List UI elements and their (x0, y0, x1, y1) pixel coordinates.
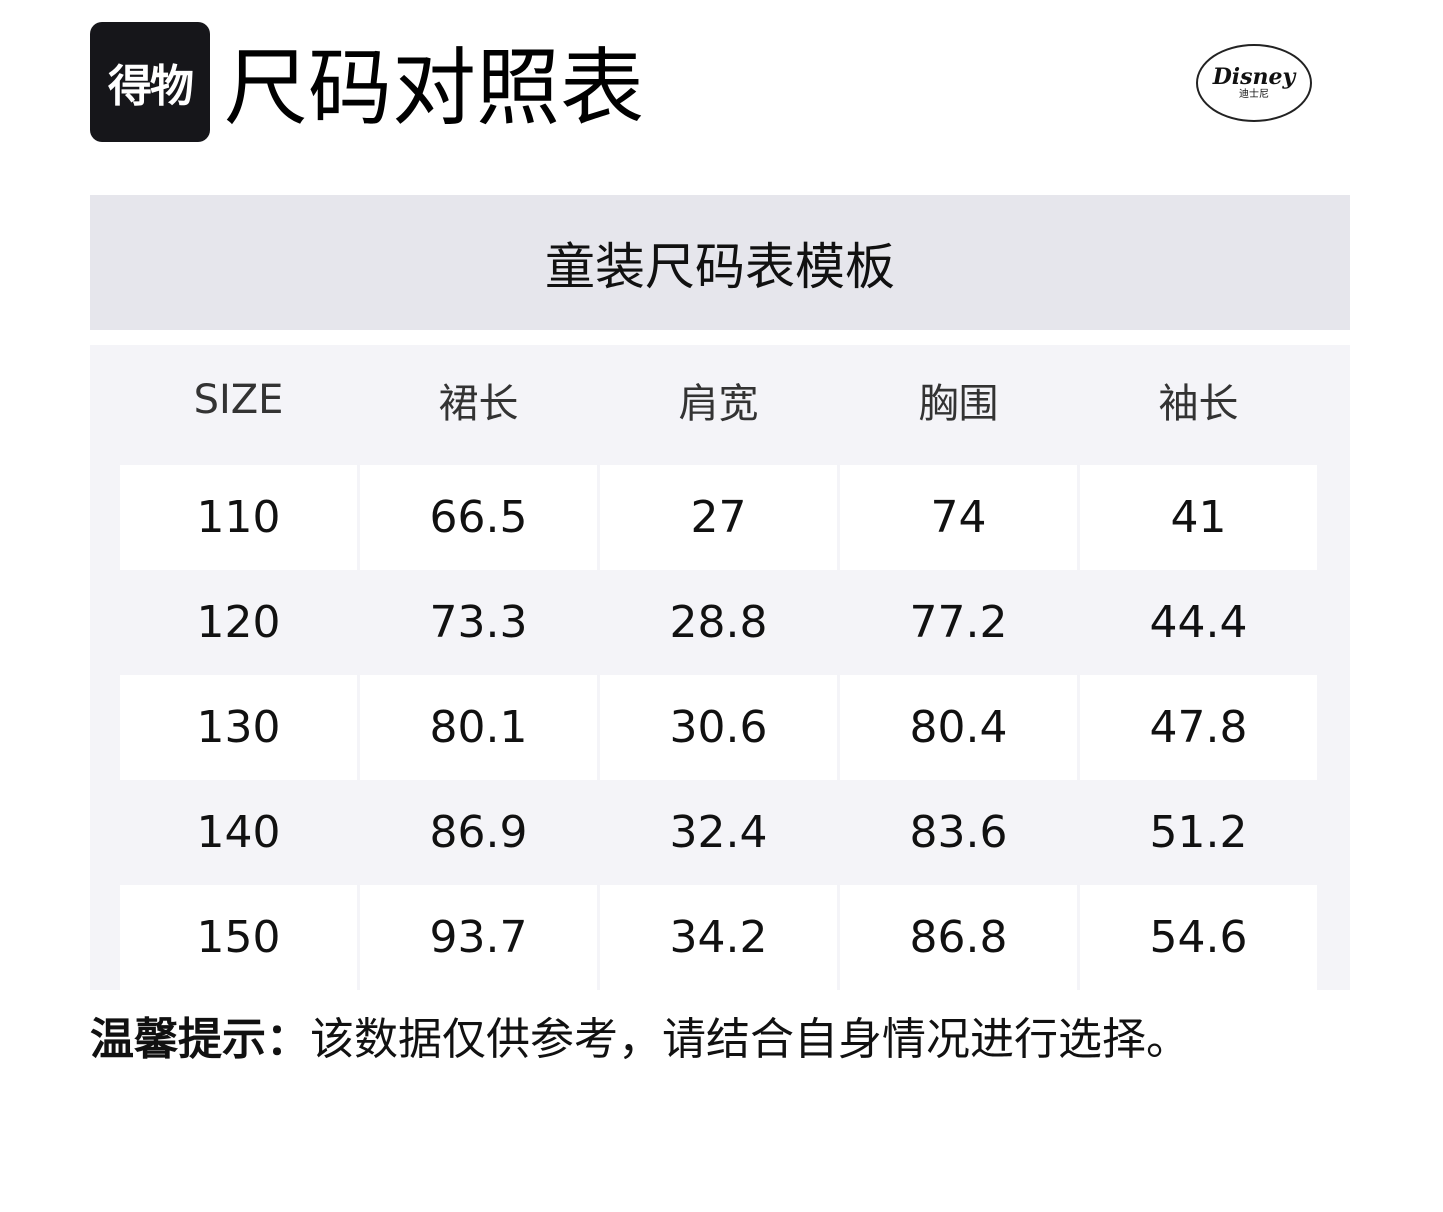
table-cell: 80.4 (840, 675, 1077, 780)
disney-logo: Disney 迪士尼 (1196, 44, 1312, 122)
size-table: SIZE 裙长 肩宽 胸围 袖长 110 66.5 27 74 41 120 73.3 28.… (90, 345, 1350, 990)
table-row: 120 73.3 28.8 77.2 44.4 (120, 570, 1317, 675)
table-cell: 110 (120, 465, 357, 570)
table-cell: 41 (1080, 465, 1317, 570)
table-cell: 51.2 (1149, 807, 1248, 858)
table-cell: 28.8 (669, 597, 768, 648)
page-title: 尺码对照表 (224, 39, 645, 137)
table-cell: 86.8 (840, 885, 1077, 990)
table-cell: 140 (196, 807, 281, 858)
table-header-row: SIZE 裙长 肩宽 胸围 袖长 (120, 345, 1317, 450)
table-row: 130 80.1 30.6 80.4 47.8 (120, 675, 1317, 780)
table-cell: 150 (120, 885, 357, 990)
table-cell: 54.6 (1080, 885, 1317, 990)
table-cell: 80.1 (360, 675, 597, 780)
header-cell: 胸围 (918, 381, 999, 427)
table-cell: 30.6 (600, 675, 837, 780)
table-cell: 77.2 (909, 597, 1008, 648)
table-caption: 童装尺码表模板 (90, 195, 1350, 330)
dewu-logo: 得物 (90, 22, 210, 142)
table-row: 110 66.5 27 74 41 (120, 465, 1317, 570)
table-cell: 66.5 (360, 465, 597, 570)
tip-label: 温馨提示： (90, 1014, 310, 1065)
table-cell: 44.4 (1149, 597, 1248, 648)
table-cell: 47.8 (1080, 675, 1317, 780)
logo-text: 得物 (108, 61, 194, 112)
table-cell: 83.6 (909, 807, 1008, 858)
table-cell: 74 (840, 465, 1077, 570)
tip: 温馨提示：该数据仅供参考，请结合自身情况进行选择。 (90, 1010, 1190, 1070)
table-cell: 34.2 (600, 885, 837, 990)
table-row: 150 93.7 34.2 86.8 54.6 (120, 885, 1317, 990)
disney-wordmark: Disney (1212, 64, 1296, 90)
disney-cn: 迪士尼 (1239, 89, 1269, 100)
table-cell: 27 (600, 465, 837, 570)
table-cell: 130 (120, 675, 357, 780)
header-cell: 裙长 (438, 381, 519, 427)
table-cell: 73.3 (429, 597, 528, 648)
header-cell: 肩宽 (678, 381, 759, 427)
table-cell: 93.7 (360, 885, 597, 990)
header-cell: 袖长 (1158, 381, 1239, 427)
table-cell: 120 (196, 597, 281, 648)
table-cell: 32.4 (669, 807, 768, 858)
table-row: 140 86.9 32.4 83.6 51.2 (120, 780, 1317, 885)
tip-text: 该数据仅供参考，请结合自身情况进行选择。 (310, 1014, 1190, 1065)
header-cell: SIZE (193, 377, 284, 423)
table-cell: 86.9 (429, 807, 528, 858)
